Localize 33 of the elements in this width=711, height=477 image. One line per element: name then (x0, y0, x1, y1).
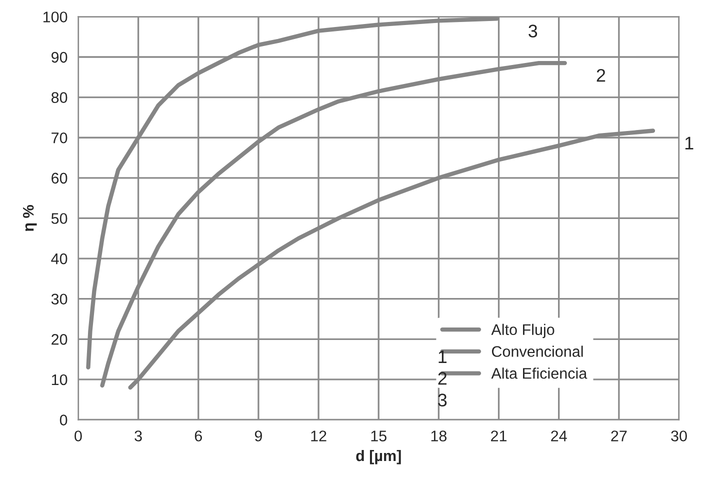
x-tick-label: 15 (371, 430, 386, 442)
y-tick-label: 90 (52, 52, 68, 63)
legend-label: Alta Eficiencia (491, 368, 588, 379)
annotation: 2 (596, 69, 606, 82)
y-axis-title: η % (22, 205, 37, 232)
y-tick-label: 60 (52, 172, 68, 184)
annotation: 3 (528, 24, 538, 38)
y-tick-label: 0 (60, 414, 68, 426)
x-tick-label: 6 (194, 430, 202, 442)
x-tick-label: 12 (311, 430, 326, 442)
x-tick-label: 9 (254, 430, 262, 442)
y-tick-label: 80 (51, 92, 68, 103)
y-tick-label: 40 (51, 253, 68, 264)
y-tick-label: 50 (51, 213, 68, 224)
x-tick-label: 3 (134, 430, 142, 442)
legend-label: Alto Flujo (491, 324, 554, 338)
x-tick-label: 24 (551, 430, 567, 442)
y-tick-label: 100 (43, 12, 68, 22)
x-tick-label: 18 (431, 430, 447, 442)
y-tick-label: 10 (52, 374, 68, 386)
annotation: 3 (438, 394, 447, 406)
x-tick-label: 27 (611, 430, 627, 442)
x-tick-label: 0 (74, 430, 82, 442)
y-tick-label: 30 (51, 294, 68, 305)
legend-label: Convencional (492, 346, 583, 357)
text: 1 (685, 136, 694, 150)
y-tick-label: 70 (52, 132, 68, 144)
x-axis-title: d [µm] (356, 450, 401, 464)
x-tick-label: 21 (491, 430, 507, 442)
y-tick-label: 20 (52, 334, 68, 345)
annotation: 2 (438, 372, 446, 385)
annotation: 1 (438, 350, 447, 363)
x-tick-label: 30 (671, 430, 687, 442)
